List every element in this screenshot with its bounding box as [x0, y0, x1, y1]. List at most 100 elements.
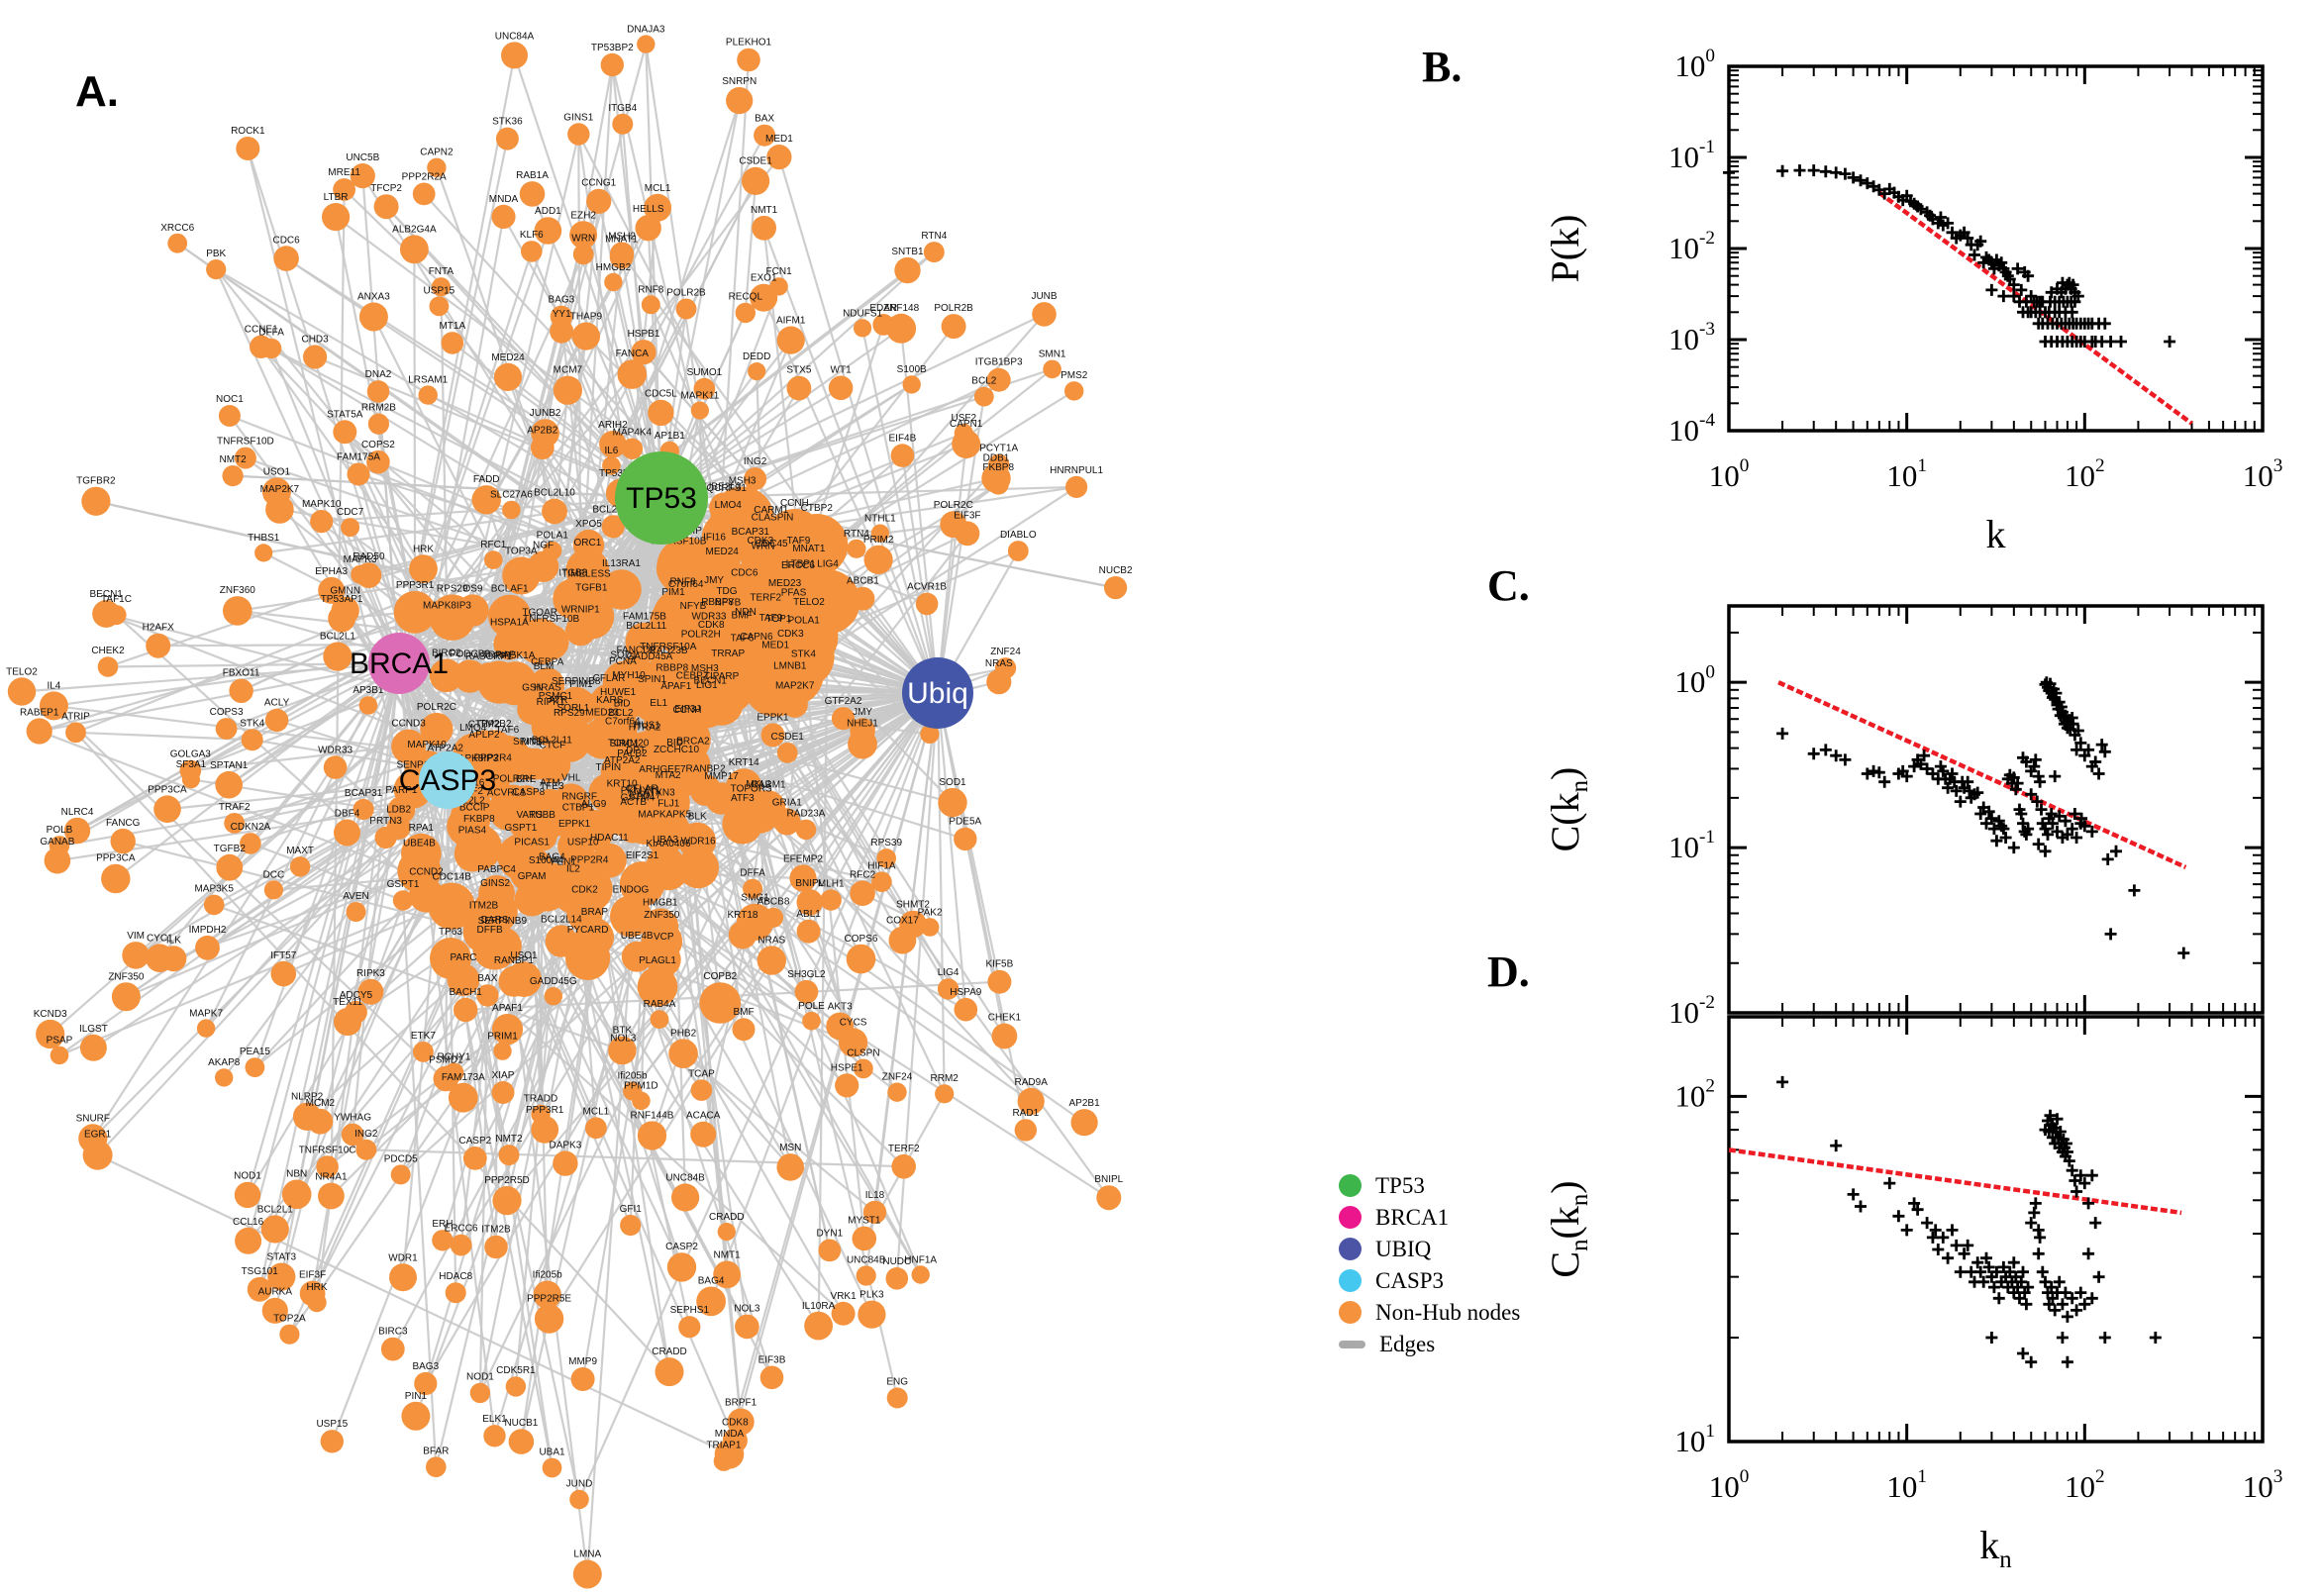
network-node	[612, 113, 634, 135]
network-node-label: TELO2	[6, 666, 38, 677]
network-node	[358, 696, 378, 715]
network-node-label: BAX	[755, 114, 774, 125]
network-node-label: TNFRSF10A	[640, 642, 697, 652]
network-node-label: TNFRSF10C	[299, 1145, 356, 1155]
network-node	[160, 946, 187, 972]
network-node-label: FAM175B	[623, 612, 666, 623]
network-node-label: RRM2B	[361, 403, 396, 414]
network-node	[737, 790, 781, 834]
network-node	[333, 420, 357, 445]
network-node-label: STK4	[240, 718, 264, 729]
network-node-label: KIAA0406	[646, 839, 690, 849]
network-node	[600, 52, 624, 77]
network-node-label: UBA1	[539, 1447, 565, 1458]
network-node	[621, 941, 653, 972]
network-node	[7, 677, 37, 706]
network-node-label: PPP2R5E	[527, 1293, 571, 1304]
network-node-label: AP2B1	[1069, 1098, 1101, 1109]
network-node-label: WDR33	[691, 612, 726, 623]
network-node-label: TERF2	[750, 592, 781, 603]
network-node	[565, 935, 611, 981]
network-node	[357, 978, 384, 1005]
network-node	[502, 556, 541, 595]
network-node	[872, 314, 895, 336]
network-node	[759, 1365, 784, 1390]
network-node-label: MED23	[768, 578, 802, 589]
network-node-label: MYH10	[612, 670, 646, 681]
network-node	[418, 385, 438, 405]
network-node	[675, 298, 697, 320]
network-node-label: MAP2K7	[775, 681, 815, 692]
network-node-label: FKBP8	[463, 814, 495, 825]
network-node-label: TOMM20	[608, 739, 650, 749]
network-node-label: WDR1	[388, 1252, 418, 1263]
network-node	[341, 518, 360, 538]
panel-b-label: B.	[1422, 43, 1463, 91]
network-node	[854, 1058, 873, 1079]
panel-c-label: C.	[1487, 561, 1530, 610]
network-node	[604, 272, 623, 292]
network-node-label: LTBP1	[786, 559, 816, 570]
network-node	[563, 690, 599, 725]
chart-B: 100 10-1 10-2 10-3 10-4 100 101 102 103 k P(k)	[1543, 46, 2282, 556]
network-node-label: MMP17	[704, 771, 739, 782]
network-node-label: ABL1	[796, 909, 821, 920]
network-node	[891, 1153, 916, 1179]
network-node-label: PCYT1A	[979, 444, 1018, 454]
network-node-label: GSPT1	[387, 879, 420, 890]
network-node-label: DAPK3	[550, 1140, 582, 1150]
network-node-label: ITM2B	[469, 900, 499, 911]
network-node	[631, 340, 656, 365]
network-node-label: BMF	[733, 1007, 754, 1018]
network-node-label: FKBP8	[982, 462, 1014, 473]
network-node	[234, 1181, 261, 1209]
network-node-label: CSDE1	[771, 732, 805, 743]
network-node-label: MED24	[706, 547, 740, 557]
network-node-label: C7orf64	[605, 717, 641, 728]
network-node-label: NOD1	[466, 1372, 494, 1383]
y-tick-label: 101	[1674, 1421, 1715, 1458]
node-swatch-icon	[1339, 1174, 1362, 1197]
network-node	[303, 345, 328, 369]
network-node	[261, 1297, 288, 1324]
network-node-label: SERPINB8	[552, 676, 601, 687]
network-node	[831, 1301, 856, 1326]
network-node	[498, 965, 530, 997]
network-node-label: NMT2	[219, 454, 247, 465]
network-node-label: DIABLO	[1000, 530, 1037, 541]
network-node-label: AIFM1	[776, 316, 806, 327]
network-node-label: POLR2B	[666, 288, 706, 299]
network-node	[735, 1314, 759, 1340]
network-node-label: BNIPL	[1094, 1174, 1123, 1185]
network-node-label: BIRC3	[378, 1327, 408, 1338]
network-node	[450, 1234, 472, 1256]
network-node	[432, 1230, 454, 1251]
network-node-label: CHEK1	[988, 1013, 1022, 1024]
network-node	[484, 1235, 508, 1259]
network-node	[835, 1073, 859, 1098]
network-node-label: NRAS	[985, 658, 1013, 669]
network-node-label: PIN1	[405, 1391, 428, 1402]
network-node-label: EIF3F	[299, 1270, 326, 1281]
network-node-label: MKL1	[746, 779, 772, 790]
network-node-label: CCNH	[780, 498, 809, 509]
y-tick-label: 10-3	[1668, 319, 1715, 356]
network-node-label: TP53BP2	[591, 43, 634, 53]
network-node	[852, 1226, 877, 1251]
network-node	[604, 766, 640, 801]
legend: TP53 BRCA1 UBIQ CASP3 Non-Hub nodes Edges	[1339, 1173, 1520, 1356]
network-node	[215, 770, 243, 799]
network-node-label: MCM2	[306, 1098, 336, 1109]
network-node-label: MYST1	[848, 1216, 881, 1227]
network-node-label: TELO2	[793, 597, 825, 608]
network-node	[267, 1262, 296, 1291]
network-node	[534, 1304, 564, 1334]
network-node	[234, 447, 256, 469]
network-node-label: GFI1	[620, 1204, 643, 1215]
y-tick-label: 100	[1674, 46, 1715, 83]
network-node	[289, 856, 311, 877]
network-node	[619, 861, 665, 907]
network-node-label: CTCF	[540, 741, 566, 751]
network-hubs: TP53 BRCA1 Ubiq CASP3	[350, 451, 973, 809]
